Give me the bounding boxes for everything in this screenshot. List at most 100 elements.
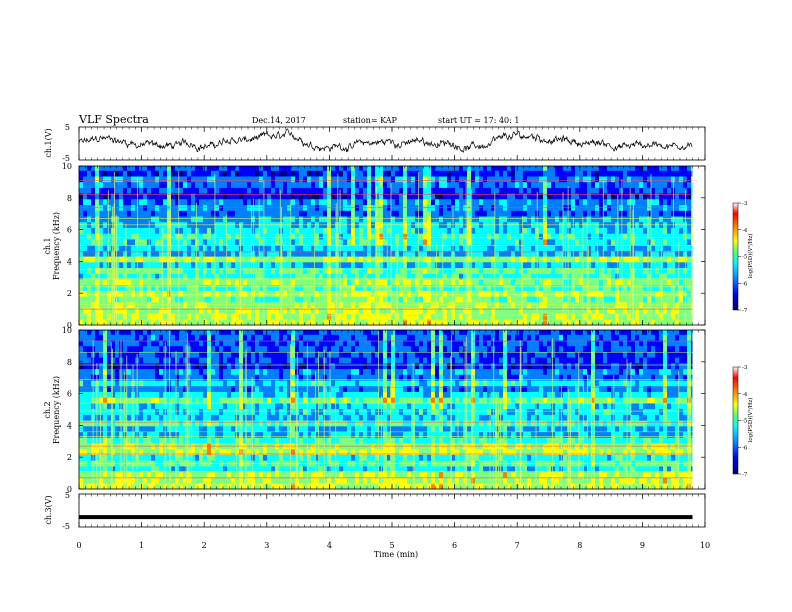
spectrogram-cell <box>303 166 308 171</box>
spectrogram-cell <box>615 181 620 188</box>
spectrogram-cell <box>143 279 148 286</box>
spectrogram-cell <box>303 250 308 257</box>
spectrogram-cell <box>275 290 280 297</box>
spectrogram-cell <box>139 374 144 381</box>
spectrogram-cell <box>103 239 108 246</box>
spectrogram-cell <box>159 284 164 291</box>
spectrogram-cell <box>291 262 296 268</box>
spectrogram-cell <box>147 176 152 183</box>
spectrogram-cell <box>123 290 128 297</box>
spectrogram-cell <box>295 193 300 200</box>
spectrogram-cell <box>599 233 604 240</box>
spectrogram-cell <box>95 267 100 274</box>
spectrogram-cell <box>511 193 516 200</box>
spectrogram-cell <box>207 170 212 177</box>
spectrogram-cell <box>99 437 104 444</box>
spectrogram-cell <box>463 273 468 280</box>
spectrogram-cell <box>167 166 172 171</box>
spectrogram-cell <box>667 256 672 263</box>
spectrogram-cell <box>623 176 628 183</box>
spectrogram-cell <box>207 267 212 274</box>
spectrogram-cell <box>487 273 492 280</box>
spectrogram-cell <box>451 193 456 200</box>
spectrogram-cell <box>367 239 372 246</box>
spectrogram-cell <box>267 193 272 200</box>
spectrogram-cell <box>87 471 92 478</box>
spectrogram-cell <box>431 262 436 268</box>
spectrogram-cell <box>167 193 172 200</box>
spectrogram-cell <box>543 193 548 200</box>
spectrogram-cell <box>311 199 316 206</box>
spectrogram-cell <box>191 313 196 320</box>
spectrogram-cell <box>295 267 300 274</box>
spectrogram-cell <box>623 284 628 291</box>
spectrogram-cell <box>359 216 364 223</box>
spectrogram-cell <box>619 313 624 320</box>
spectrogram-cell <box>543 313 548 320</box>
spectrogram-cell <box>519 204 524 211</box>
spectrogram-cell <box>503 216 508 223</box>
spectrogram-cell <box>491 273 496 280</box>
spectrogram-cell <box>159 296 164 303</box>
spectrogram-cell <box>115 296 120 303</box>
spectrogram-cell <box>679 302 684 309</box>
spectrogram-cell <box>527 290 532 297</box>
spectrogram-cell <box>519 250 524 257</box>
spectrogram-cell <box>483 262 488 268</box>
spectrogram-cell <box>371 302 376 309</box>
spectrogram-cell <box>243 204 248 211</box>
spectrogram-cell <box>275 256 280 263</box>
spectrogram-cell <box>83 437 88 444</box>
spectrogram-cell <box>139 483 144 490</box>
spectrogram-cell <box>267 210 272 217</box>
spectrogram-cell <box>359 204 364 211</box>
spectrogram-cell <box>335 210 340 217</box>
spectrogram-cell <box>323 170 328 177</box>
spectrogram-cell <box>111 374 116 381</box>
spectrogram-cell <box>215 166 220 171</box>
spectrogram-cell <box>247 244 252 251</box>
spectrogram-cell <box>235 244 240 251</box>
spectrogram-cell <box>339 227 344 234</box>
spectrogram-cell <box>239 193 244 200</box>
spectrogram-cell <box>599 199 604 206</box>
spectrogram-cell <box>615 187 620 194</box>
spectrogram-cell <box>283 296 288 303</box>
spectrogram-cell <box>411 233 416 240</box>
spectrogram-cell <box>127 477 132 484</box>
spectrogram-cell <box>135 319 140 326</box>
spectrogram-cell <box>495 290 500 297</box>
spectrogram-cell <box>635 296 640 303</box>
spectrogram-cell <box>627 319 632 326</box>
spectrogram-cell <box>247 296 252 303</box>
spectrogram-cell <box>135 345 140 352</box>
spectrogram-cell <box>271 319 276 326</box>
spectrogram-cell <box>599 176 604 183</box>
spectrogram-cell <box>619 166 624 171</box>
spectrogram-cell <box>375 166 380 171</box>
spectrogram-cell <box>383 204 388 211</box>
spectrogram-cell <box>135 239 140 246</box>
spectrogram-cell <box>307 279 312 286</box>
spectrogram-cell <box>403 199 408 206</box>
spectrogram-cell <box>227 187 232 194</box>
spectrogram-cell <box>259 227 264 234</box>
spectrogram-cell <box>679 166 684 171</box>
spectrogram-cell <box>651 250 656 257</box>
spectrogram-cell <box>127 210 132 217</box>
spectrogram-cell <box>155 166 160 171</box>
spectrogram-cell <box>623 193 628 200</box>
spectrogram-cell <box>447 256 452 263</box>
spectrogram-cell <box>159 262 164 268</box>
spectrogram-cell <box>115 351 120 358</box>
spectrogram-cell <box>271 250 276 257</box>
spectrogram-cell <box>155 454 160 461</box>
spectrogram-cell <box>643 176 648 183</box>
spectrogram-cell <box>439 176 444 183</box>
spectrogram-cell <box>155 204 160 211</box>
spectrogram-cell <box>583 210 588 217</box>
spectrogram-cell <box>207 307 212 314</box>
spectrogram-cell <box>99 391 104 398</box>
spectrogram-cell <box>571 199 576 206</box>
